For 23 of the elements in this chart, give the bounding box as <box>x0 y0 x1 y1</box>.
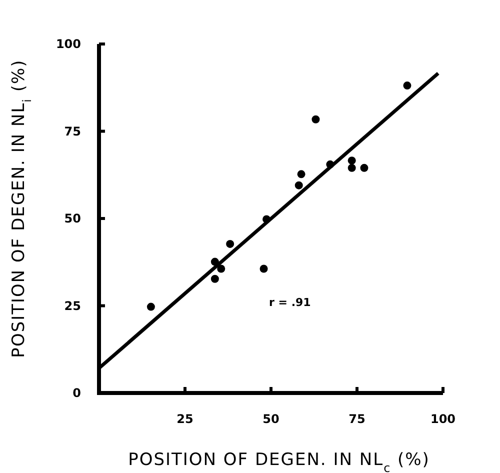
y-tick-label: 100 <box>56 37 81 52</box>
point <box>348 164 356 172</box>
point <box>146 302 155 311</box>
y-tick-label: 75 <box>64 124 81 138</box>
point <box>226 240 234 248</box>
x-tick-label: 50 <box>262 412 280 426</box>
point <box>348 156 356 165</box>
point <box>294 181 303 190</box>
point <box>360 164 368 172</box>
x-tick-label: 25 <box>176 412 194 426</box>
y-tick-label: 0 <box>72 386 81 400</box>
point <box>297 170 306 178</box>
x-tick-label: 100 <box>430 412 456 426</box>
annotation: r = .91 <box>269 296 311 309</box>
point <box>403 82 412 90</box>
y-tick-label: 50 <box>64 212 81 226</box>
point <box>217 264 226 273</box>
x-axis-title: POSITION OF DEGEN. IN NL$_{c}$ (%) <box>128 450 430 473</box>
point <box>210 274 219 283</box>
point <box>312 115 320 124</box>
y-tick-label: 25 <box>64 298 81 313</box>
x-tick-label: 75 <box>348 412 366 426</box>
point <box>260 264 268 273</box>
